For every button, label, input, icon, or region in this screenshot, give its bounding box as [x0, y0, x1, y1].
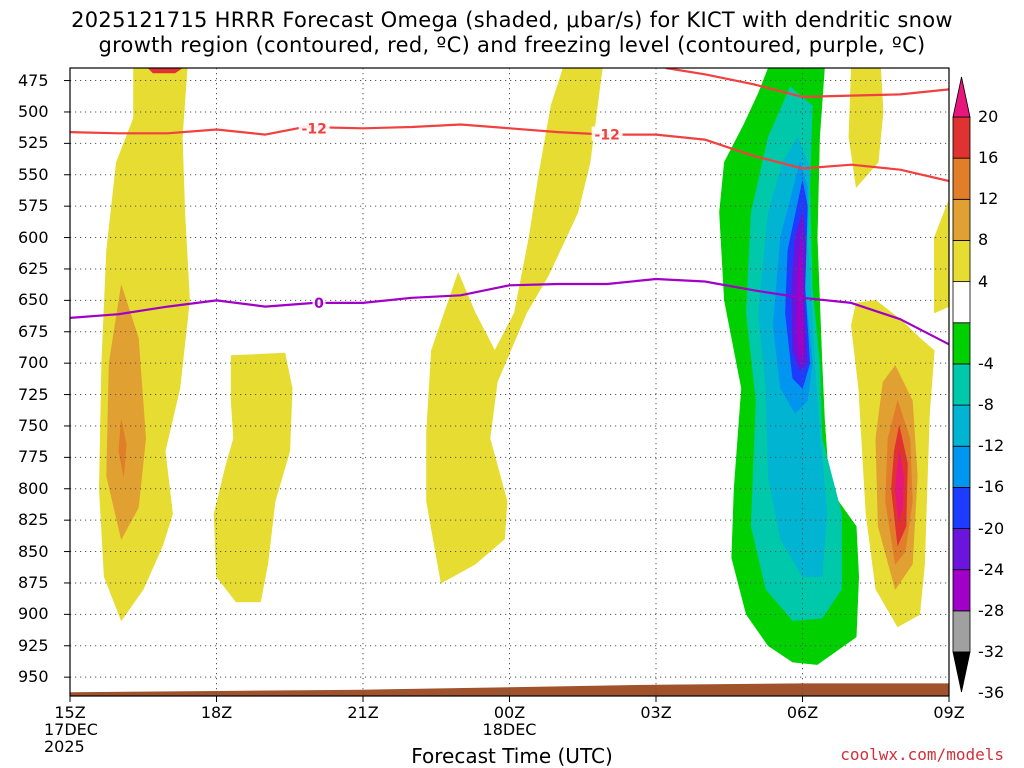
dendritic-snow-growth-lower-label-bg — [591, 126, 623, 141]
colorbar-tick-label-12: -12 — [978, 436, 1005, 456]
colorbar-tick-label-20: -20 — [978, 518, 1005, 538]
colorbar-tick-label-8: -8 — [978, 395, 994, 415]
x-tick-label-03z-line-1: 03Z — [640, 703, 672, 722]
colorbar-bin-36-to-32 — [952, 610, 971, 653]
freezing-level-contour — [70, 277, 949, 346]
rising-motion-19z — [213, 352, 293, 603]
rising-motion-core-15z — [106, 285, 147, 540]
colorbar-tick-label-4: -4 — [978, 353, 994, 373]
colorbar-bin-12-to-8 — [952, 363, 971, 406]
x-tick-label-18z-line-1: 18Z — [200, 703, 233, 722]
x-tick-label-06z-line-1: 06Z — [786, 703, 819, 722]
freezing-level-contour-label: 0 — [314, 296, 324, 312]
y-tick-label-825: 825 — [18, 510, 49, 530]
y-tick-label-525: 525 — [18, 133, 49, 153]
y-tick-label-750: 750 — [18, 415, 49, 435]
x-axis-label: Forecast Time (UTC) — [411, 744, 613, 768]
colorbar-bin-4-to-8 — [952, 240, 971, 283]
freezing-level-label-bg — [312, 294, 326, 309]
colorbar-bin-8-to-4 — [952, 322, 971, 365]
y-tick-label-900: 900 — [18, 604, 49, 624]
colorbar-overflow-arrow — [952, 76, 971, 118]
colorbar-bin-28-to-24 — [952, 528, 971, 571]
y-tick-label-550: 550 — [18, 164, 49, 184]
x-tick-label-09z-line-1: 09Z — [933, 703, 965, 722]
x-tick-label-00z-line-2: 18DEC — [482, 720, 537, 739]
colorbar-tick-label-16: -16 — [978, 477, 1005, 497]
colorbar-tick-label-12: 12 — [978, 189, 999, 209]
colorbar-tick-label-28: -28 — [978, 600, 1005, 620]
colorbar-tick-label-36: -36 — [978, 683, 1005, 703]
y-tick-label-600: 600 — [18, 227, 49, 247]
colorbar-bin-8-to-12 — [952, 198, 971, 241]
axis-ticks — [64, 80, 950, 702]
colorbar-tick-label-24: -24 — [978, 559, 1005, 579]
dendritic-snow-growth-lower-contour — [665, 68, 949, 98]
rising-motion-07z-upper — [848, 68, 884, 188]
colorbar-tick-label-8: 8 — [978, 230, 989, 250]
colorbar — [952, 76, 971, 693]
x-tick-label-15z-line-2: 17DEC — [44, 720, 98, 739]
colorbar-bin-16-to-12 — [952, 404, 971, 447]
y-tick-label-950: 950 — [18, 667, 49, 687]
omega-shading — [98, 68, 949, 665]
rising-motion-peak-15z — [118, 419, 127, 477]
x-tick-label-21z-line-1: 21Z — [347, 703, 379, 722]
y-tick-label-575: 575 — [18, 196, 49, 216]
colorbar-tick-label-20: 20 — [978, 107, 999, 126]
y-tick-label-475: 475 — [18, 70, 49, 90]
x-tick-label-15z-line-1: 15Z — [54, 703, 86, 722]
source-credit: coolwx.com/models — [840, 745, 1004, 764]
chart-title-line-2: growth region (contoured, red, ºC) and f… — [98, 33, 926, 57]
terrain-layer — [70, 683, 949, 696]
dendritic-snow-growth-lower-contour-label: -12 — [595, 128, 620, 144]
y-tick-label-800: 800 — [18, 478, 49, 498]
chart-title-line-1: 2025121715 HRRR Forecast Omega (shaded, … — [71, 8, 953, 32]
dendritic-snow-growth-upper-contour-label: -12 — [302, 121, 327, 137]
contour-lines: -12 -12 0 — [70, 68, 949, 346]
dendritic-snow-growth-upper-contour — [70, 123, 949, 183]
y-tick-label-725: 725 — [18, 384, 49, 404]
colorbar-tick-label-16: 16 — [978, 148, 999, 168]
y-tick-label-675: 675 — [18, 321, 49, 341]
rising-motion-16z-top — [147, 68, 183, 74]
y-tick-label-500: 500 — [18, 101, 49, 121]
dendritic-snow-growth-upper-label-bg — [298, 120, 330, 135]
rising-motion-08z-peak — [894, 451, 904, 521]
x-tick-label-15z-line-3: 2025 — [44, 737, 85, 756]
y-tick-label-925: 925 — [18, 635, 49, 655]
terrain-below-ground — [70, 683, 949, 696]
colorbar-bin-4-to-4 — [952, 281, 971, 324]
rising-motion-09z-edge — [933, 199, 949, 314]
colorbar-bin-20-to-16 — [952, 445, 971, 488]
y-tick-label-775: 775 — [18, 447, 49, 467]
colorbar-tick-label-4: 4 — [978, 271, 989, 291]
y-tick-label-850: 850 — [18, 541, 49, 561]
colorbar-underflow-arrow — [952, 651, 971, 693]
colorbar-bin-24-to-20 — [952, 486, 971, 529]
y-tick-label-625: 625 — [18, 258, 49, 278]
x-tick-label-00z-line-1: 00Z — [493, 703, 526, 722]
y-tick-label-650: 650 — [18, 290, 49, 310]
colorbar-bin-32-to-28 — [952, 569, 971, 612]
colorbar-bin-12-to-16 — [952, 157, 971, 200]
colorbar-tick-label-32: -32 — [978, 642, 1005, 661]
y-tick-label-875: 875 — [18, 572, 49, 592]
colorbar-bin-16-to-20 — [952, 116, 971, 159]
y-tick-label-700: 700 — [18, 353, 49, 373]
